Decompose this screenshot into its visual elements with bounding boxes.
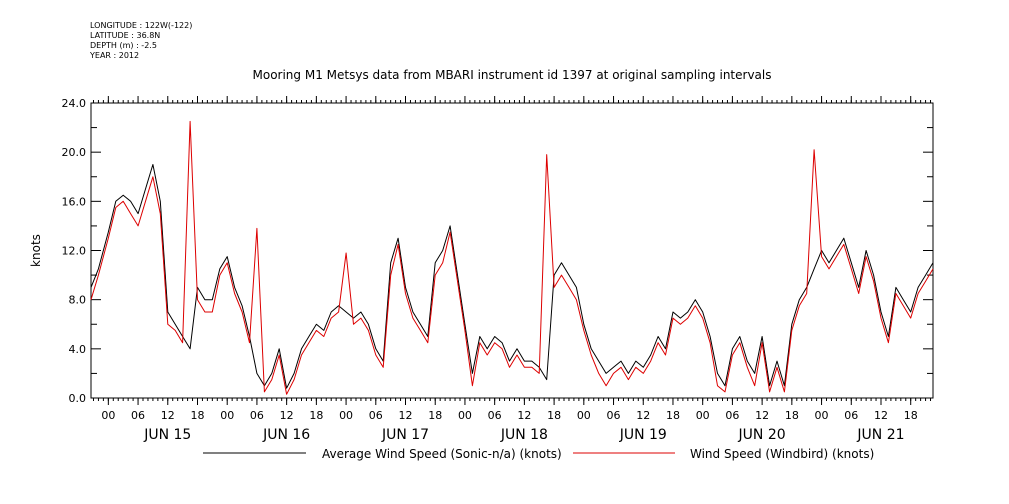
year-label: YEAR : 2012 bbox=[90, 51, 140, 60]
x-hour-label: 12 bbox=[636, 409, 650, 422]
x-hour-label: 18 bbox=[785, 409, 799, 422]
x-day-label: JUN 17 bbox=[381, 427, 429, 443]
series-average-wind-speed bbox=[90, 164, 934, 389]
longitude-label: LONGITUDE : 122W(-122) bbox=[90, 21, 193, 30]
y-tick-label: 20.0 bbox=[62, 146, 87, 159]
x-day-label: JUN 19 bbox=[619, 427, 667, 443]
x-hour-label: 12 bbox=[161, 409, 175, 422]
axes bbox=[90, 96, 934, 405]
x-hour-label: 12 bbox=[280, 409, 294, 422]
y-axis-label: knots bbox=[29, 234, 43, 267]
x-hour-label: 06 bbox=[844, 409, 858, 422]
y-tick-label: 24.0 bbox=[62, 97, 87, 110]
depth-label: DEPTH (m) : -2.5 bbox=[90, 41, 157, 50]
x-hour-label: 06 bbox=[250, 409, 264, 422]
x-hour-label: 18 bbox=[428, 409, 442, 422]
x-hour-label: 06 bbox=[488, 409, 502, 422]
legend-label: Average Wind Speed (Sonic-n/a) (knots) bbox=[322, 447, 562, 461]
x-hour-label: 12 bbox=[517, 409, 531, 422]
y-tick-label: 0.0 bbox=[69, 392, 87, 405]
legend: Average Wind Speed (Sonic-n/a) (knots) Wi… bbox=[203, 447, 874, 461]
x-hour-label: 00 bbox=[101, 409, 115, 422]
x-day-label: JUN 15 bbox=[143, 427, 191, 443]
series-windbird-wind-speed bbox=[90, 120, 934, 395]
chart-title: Mooring M1 Metsys data from MBARI instru… bbox=[252, 68, 772, 82]
x-hour-label: 00 bbox=[815, 409, 829, 422]
legend-label: Wind Speed (Windbird) (knots) bbox=[690, 447, 874, 461]
metadata-block: LONGITUDE : 122W(-122) LATITUDE : 36.8N … bbox=[90, 21, 192, 61]
series-lines bbox=[90, 120, 934, 395]
x-day-label: JUN 16 bbox=[262, 427, 310, 443]
x-hour-label: 06 bbox=[131, 409, 145, 422]
x-hour-label: 00 bbox=[458, 409, 472, 422]
x-hour-label: 12 bbox=[399, 409, 413, 422]
plot-frame bbox=[90, 102, 934, 399]
x-hour-label: 00 bbox=[220, 409, 234, 422]
x-hour-label: 18 bbox=[904, 409, 918, 422]
x-day-label: JUN 20 bbox=[738, 427, 786, 443]
x-hour-label: 12 bbox=[874, 409, 888, 422]
x-hour-label: 00 bbox=[339, 409, 353, 422]
x-hour-label: 06 bbox=[725, 409, 739, 422]
x-hour-label: 18 bbox=[190, 409, 204, 422]
y-tick-label: 4.0 bbox=[69, 343, 87, 356]
x-day-label: JUN 18 bbox=[500, 427, 548, 443]
x-hour-label: 06 bbox=[607, 409, 621, 422]
x-hour-label: 18 bbox=[666, 409, 680, 422]
x-hour-label: 18 bbox=[547, 409, 561, 422]
y-tick-label: 8.0 bbox=[69, 294, 87, 307]
y-tick-label: 16.0 bbox=[62, 195, 87, 208]
x-hour-label: 06 bbox=[369, 409, 383, 422]
y-tick-label: 12.0 bbox=[62, 245, 87, 258]
x-day-label: JUN 21 bbox=[856, 427, 904, 443]
x-hour-label: 00 bbox=[696, 409, 710, 422]
axis-labels: 0.0 4.0 8.0 12.0 16.0 20.0 24.0 knots 00 06 12 18 00… bbox=[29, 97, 918, 443]
latitude-label: LATITUDE : 36.8N bbox=[90, 31, 161, 40]
x-hour-label: 12 bbox=[755, 409, 769, 422]
x-hour-label: 00 bbox=[577, 409, 591, 422]
x-hour-label: 18 bbox=[309, 409, 323, 422]
